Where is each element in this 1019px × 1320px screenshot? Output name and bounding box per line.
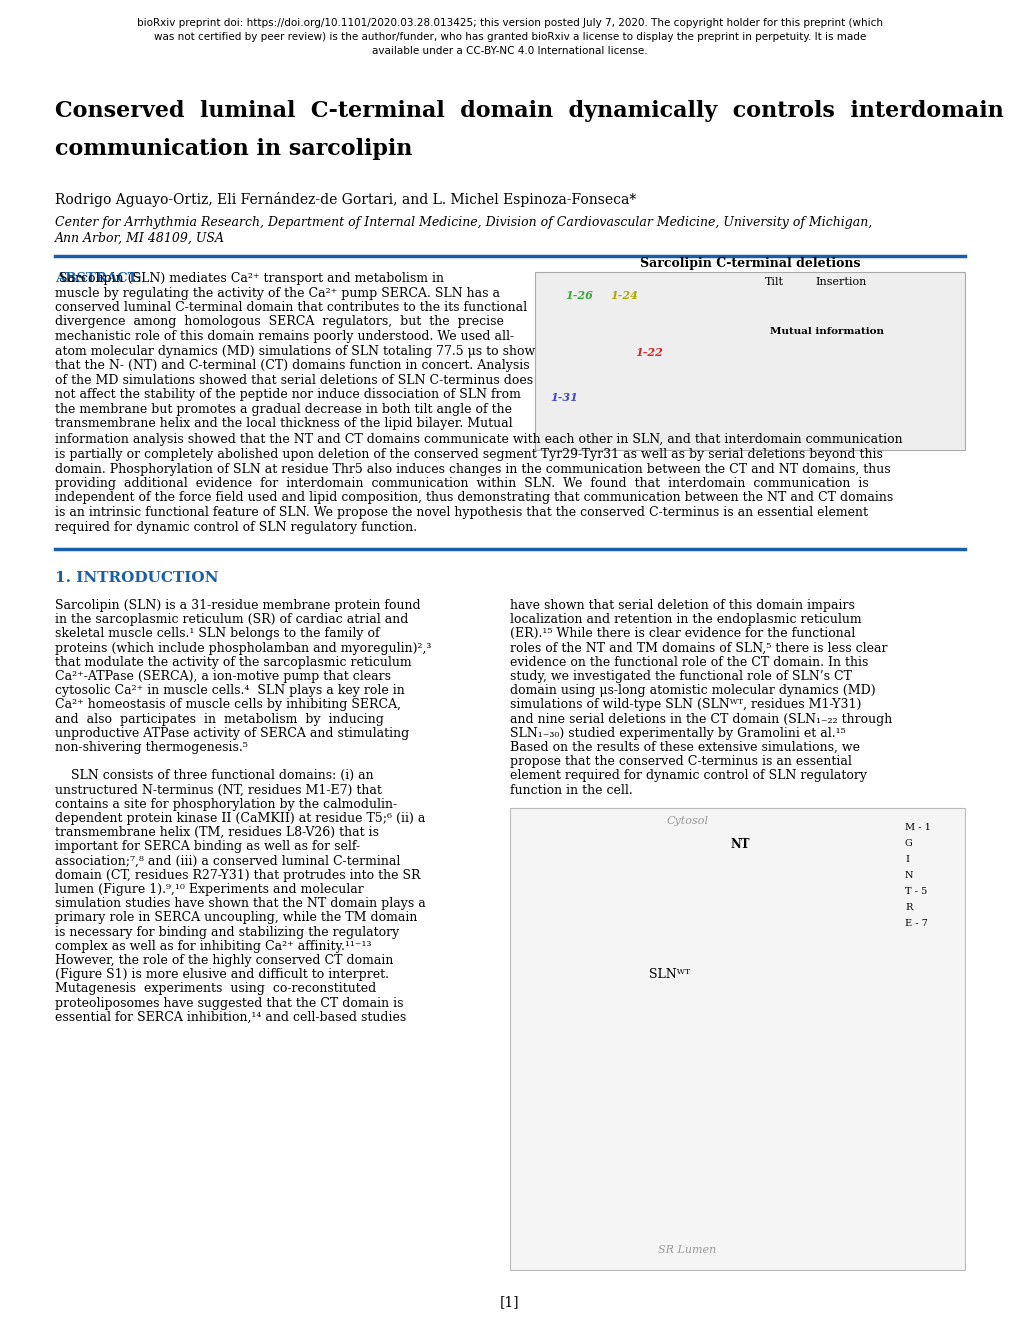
Text: roles of the NT and TM domains of SLN,⁵ there is less clear: roles of the NT and TM domains of SLN,⁵ … [510, 642, 887, 655]
Text: Sarcolipin (SLN) mediates Ca²⁺ transport and metabolism in: Sarcolipin (SLN) mediates Ca²⁺ transport… [55, 272, 443, 285]
Text: association;⁷,⁸ and (iii) a conserved luminal C-terminal: association;⁷,⁸ and (iii) a conserved lu… [55, 854, 400, 867]
Text: contains a site for phosphorylation by the calmodulin-: contains a site for phosphorylation by t… [55, 797, 396, 810]
Text: essential for SERCA inhibition,¹⁴ and cell-based studies: essential for SERCA inhibition,¹⁴ and ce… [55, 1011, 406, 1024]
Text: ABSTRACT:: ABSTRACT: [55, 272, 142, 285]
Text: Sarcolipin C-terminal deletions: Sarcolipin C-terminal deletions [639, 257, 859, 271]
Text: unproductive ATPase activity of SERCA and stimulating: unproductive ATPase activity of SERCA an… [55, 727, 409, 739]
Text: NT: NT [730, 838, 749, 851]
Text: unstructured N-terminus (NT, residues M1-E7) that: unstructured N-terminus (NT, residues M1… [55, 784, 381, 796]
Text: Based on the results of these extensive simulations, we: Based on the results of these extensive … [510, 741, 859, 754]
Text: transmembrane helix (TM, residues L8-V26) that is: transmembrane helix (TM, residues L8-V26… [55, 826, 379, 840]
Text: Insertion: Insertion [814, 277, 865, 286]
Text: providing  additional  evidence  for  interdomain  communication  within  SLN.  : providing additional evidence for interd… [55, 477, 868, 490]
Text: (Figure S1) is more elusive and difficult to interpret.: (Figure S1) is more elusive and difficul… [55, 968, 388, 981]
Text: Mutagenesis  experiments  using  co-reconstituted: Mutagenesis experiments using co-reconst… [55, 982, 376, 995]
Text: localization and retention in the endoplasmic reticulum: localization and retention in the endopl… [510, 614, 861, 626]
Text: I: I [904, 855, 908, 863]
Text: Conserved  luminal  C-terminal  domain  dynamically  controls  interdomain: Conserved luminal C-terminal domain dyna… [55, 100, 1003, 121]
Text: is an intrinsic functional feature of SLN. We propose the novel hypothesis that : is an intrinsic functional feature of SL… [55, 506, 867, 519]
Text: 1-24: 1-24 [609, 290, 637, 301]
Text: and  also  participates  in  metabolism  by  inducing: and also participates in metabolism by i… [55, 713, 383, 726]
Text: study, we investigated the functional role of SLN’s CT: study, we investigated the functional ro… [510, 671, 851, 682]
Text: Sarcolipin (SLN) is a 31-residue membrane protein found: Sarcolipin (SLN) is a 31-residue membran… [55, 599, 420, 612]
Text: that modulate the activity of the sarcoplasmic reticulum: that modulate the activity of the sarcop… [55, 656, 412, 669]
Text: N: N [904, 871, 913, 880]
Text: lumen (Figure 1).⁹,¹⁰ Experiments and molecular: lumen (Figure 1).⁹,¹⁰ Experiments and mo… [55, 883, 364, 896]
Text: divergence  among  homologous  SERCA  regulators,  but  the  precise: divergence among homologous SERCA regula… [55, 315, 503, 329]
Text: that the N- (NT) and C-terminal (CT) domains function in concert. Analysis: that the N- (NT) and C-terminal (CT) dom… [55, 359, 529, 372]
Text: available under a CC-BY-NC 4.0 International license.: available under a CC-BY-NC 4.0 Internati… [372, 46, 647, 55]
Text: transmembrane helix and the local thickness of the lipid bilayer. Mutual: transmembrane helix and the local thickn… [55, 417, 513, 430]
Text: element required for dynamic control of SLN regulatory: element required for dynamic control of … [510, 770, 866, 783]
Text: Center for Arrhythmia Research, Department of Internal Medicine, Division of Car: Center for Arrhythmia Research, Departme… [55, 216, 871, 228]
Text: complex as well as for inhibiting Ca²⁺ affinity.¹¹⁻¹³: complex as well as for inhibiting Ca²⁺ a… [55, 940, 371, 953]
Text: cytosolic Ca²⁺ in muscle cells.⁴  SLN plays a key role in: cytosolic Ca²⁺ in muscle cells.⁴ SLN pla… [55, 684, 405, 697]
Text: dependent protein kinase II (CaMKII) at residue T5;⁶ (ii) a: dependent protein kinase II (CaMKII) at … [55, 812, 425, 825]
Text: information analysis showed that the NT and CT domains communicate with each oth: information analysis showed that the NT … [55, 433, 902, 446]
Text: M - 1: M - 1 [904, 822, 930, 832]
Text: G: G [904, 838, 912, 847]
Text: primary role in SERCA uncoupling, while the TM domain: primary role in SERCA uncoupling, while … [55, 911, 417, 924]
Text: skeletal muscle cells.¹ SLN belongs to the family of: skeletal muscle cells.¹ SLN belongs to t… [55, 627, 379, 640]
Text: Ca²⁺ homeostasis of muscle cells by inhibiting SERCA,: Ca²⁺ homeostasis of muscle cells by inhi… [55, 698, 400, 711]
Text: proteins (which include phospholamban and myoregulin)²,³: proteins (which include phospholamban an… [55, 642, 431, 655]
Text: SR Lumen: SR Lumen [657, 1245, 716, 1255]
Text: domain using μs-long atomistic molecular dynamics (MD): domain using μs-long atomistic molecular… [510, 684, 874, 697]
Text: is necessary for binding and stabilizing the regulatory: is necessary for binding and stabilizing… [55, 925, 398, 939]
Text: non-shivering thermogenesis.⁵: non-shivering thermogenesis.⁵ [55, 741, 248, 754]
Text: evidence on the functional role of the CT domain. In this: evidence on the functional role of the C… [510, 656, 867, 669]
Text: mechanistic role of this domain remains poorly understood. We used all-: mechanistic role of this domain remains … [55, 330, 514, 343]
Text: propose that the conserved C-terminus is an essential: propose that the conserved C-terminus is… [510, 755, 851, 768]
Text: simulation studies have shown that the NT domain plays a: simulation studies have shown that the N… [55, 898, 425, 911]
Text: conserved luminal C-terminal domain that contributes to the its functional: conserved luminal C-terminal domain that… [55, 301, 527, 314]
Text: is partially or completely abolished upon deletion of the conserved segment Tyr2: is partially or completely abolished upo… [55, 447, 882, 461]
Text: have shown that serial deletion of this domain impairs: have shown that serial deletion of this … [510, 599, 854, 612]
Text: Ann Arbor, MI 48109, USA: Ann Arbor, MI 48109, USA [55, 232, 225, 246]
Text: E - 7: E - 7 [904, 919, 927, 928]
Text: Rodrigo Aguayo-Ortiz, Eli Fernández-de Gortari, and L. Michel Espinoza-Fonseca*: Rodrigo Aguayo-Ortiz, Eli Fernández-de G… [55, 191, 636, 207]
Text: required for dynamic control of SLN regulatory function.: required for dynamic control of SLN regu… [55, 520, 417, 533]
Text: atom molecular dynamics (MD) simulations of SLN totaling 77.5 μs to show: atom molecular dynamics (MD) simulations… [55, 345, 535, 358]
Text: important for SERCA binding as well as for self-: important for SERCA binding as well as f… [55, 841, 360, 854]
Text: domain (CT, residues R27-Y31) that protrudes into the SR: domain (CT, residues R27-Y31) that protr… [55, 869, 420, 882]
Text: SLN₁₋₃₀) studied experimentally by Gramolini et al.¹⁵: SLN₁₋₃₀) studied experimentally by Gramo… [510, 727, 845, 739]
Text: the membrane but promotes a gradual decrease in both tilt angle of the: the membrane but promotes a gradual decr… [55, 403, 512, 416]
Text: simulations of wild-type SLN (SLNᵂᵀ, residues M1-Y31): simulations of wild-type SLN (SLNᵂᵀ, res… [510, 698, 860, 711]
Bar [535, 272, 964, 450]
Bar [510, 808, 964, 1270]
Text: However, the role of the highly conserved CT domain: However, the role of the highly conserve… [55, 954, 393, 968]
Text: SLN consists of three functional domains: (i) an: SLN consists of three functional domains… [55, 770, 373, 783]
Text: 1-22: 1-22 [635, 347, 662, 358]
Text: proteoliposomes have suggested that the CT domain is: proteoliposomes have suggested that the … [55, 997, 404, 1010]
Text: Ca²⁺-ATPase (SERCA), a ion-motive pump that clears: Ca²⁺-ATPase (SERCA), a ion-motive pump t… [55, 671, 390, 682]
Text: (ER).¹⁵ While there is clear evidence for the functional: (ER).¹⁵ While there is clear evidence fo… [510, 627, 854, 640]
Text: of the MD simulations showed that serial deletions of SLN C-terminus does: of the MD simulations showed that serial… [55, 374, 533, 387]
Text: [1]: [1] [499, 1295, 520, 1309]
Text: T - 5: T - 5 [904, 887, 926, 896]
Text: Tilt: Tilt [764, 277, 784, 286]
Text: 1. INTRODUCTION: 1. INTRODUCTION [55, 572, 218, 585]
Text: Cytosol: Cytosol [665, 816, 708, 826]
Text: bioRxiv preprint doi: https://doi.org/10.1101/2020.03.28.013425; this version po: bioRxiv preprint doi: https://doi.org/10… [137, 18, 882, 28]
Text: Mutual information: Mutual information [769, 327, 883, 337]
Text: in the sarcoplasmic reticulum (SR) of cardiac atrial and: in the sarcoplasmic reticulum (SR) of ca… [55, 614, 408, 626]
Text: SLNᵂᵀ: SLNᵂᵀ [649, 968, 690, 981]
Text: domain. Phosphorylation of SLN at residue Thr5 also induces changes in the commu: domain. Phosphorylation of SLN at residu… [55, 462, 890, 475]
Text: independent of the force field used and lipid composition, thus demonstrating th: independent of the force field used and … [55, 491, 893, 504]
Text: was not certified by peer review) is the author/funder, who has granted bioRxiv : was not certified by peer review) is the… [154, 32, 865, 42]
Text: communication in sarcolipin: communication in sarcolipin [55, 139, 412, 160]
Text: 1-26: 1-26 [565, 290, 592, 301]
Text: not affect the stability of the peptide nor induce dissociation of SLN from: not affect the stability of the peptide … [55, 388, 521, 401]
Text: and nine serial deletions in the CT domain (SLN₁₋₂₂ through: and nine serial deletions in the CT doma… [510, 713, 892, 726]
Text: function in the cell.: function in the cell. [510, 784, 632, 796]
Text: 1-31: 1-31 [549, 392, 578, 403]
Text: muscle by regulating the activity of the Ca²⁺ pump SERCA. SLN has a: muscle by regulating the activity of the… [55, 286, 499, 300]
Text: R: R [904, 903, 911, 912]
